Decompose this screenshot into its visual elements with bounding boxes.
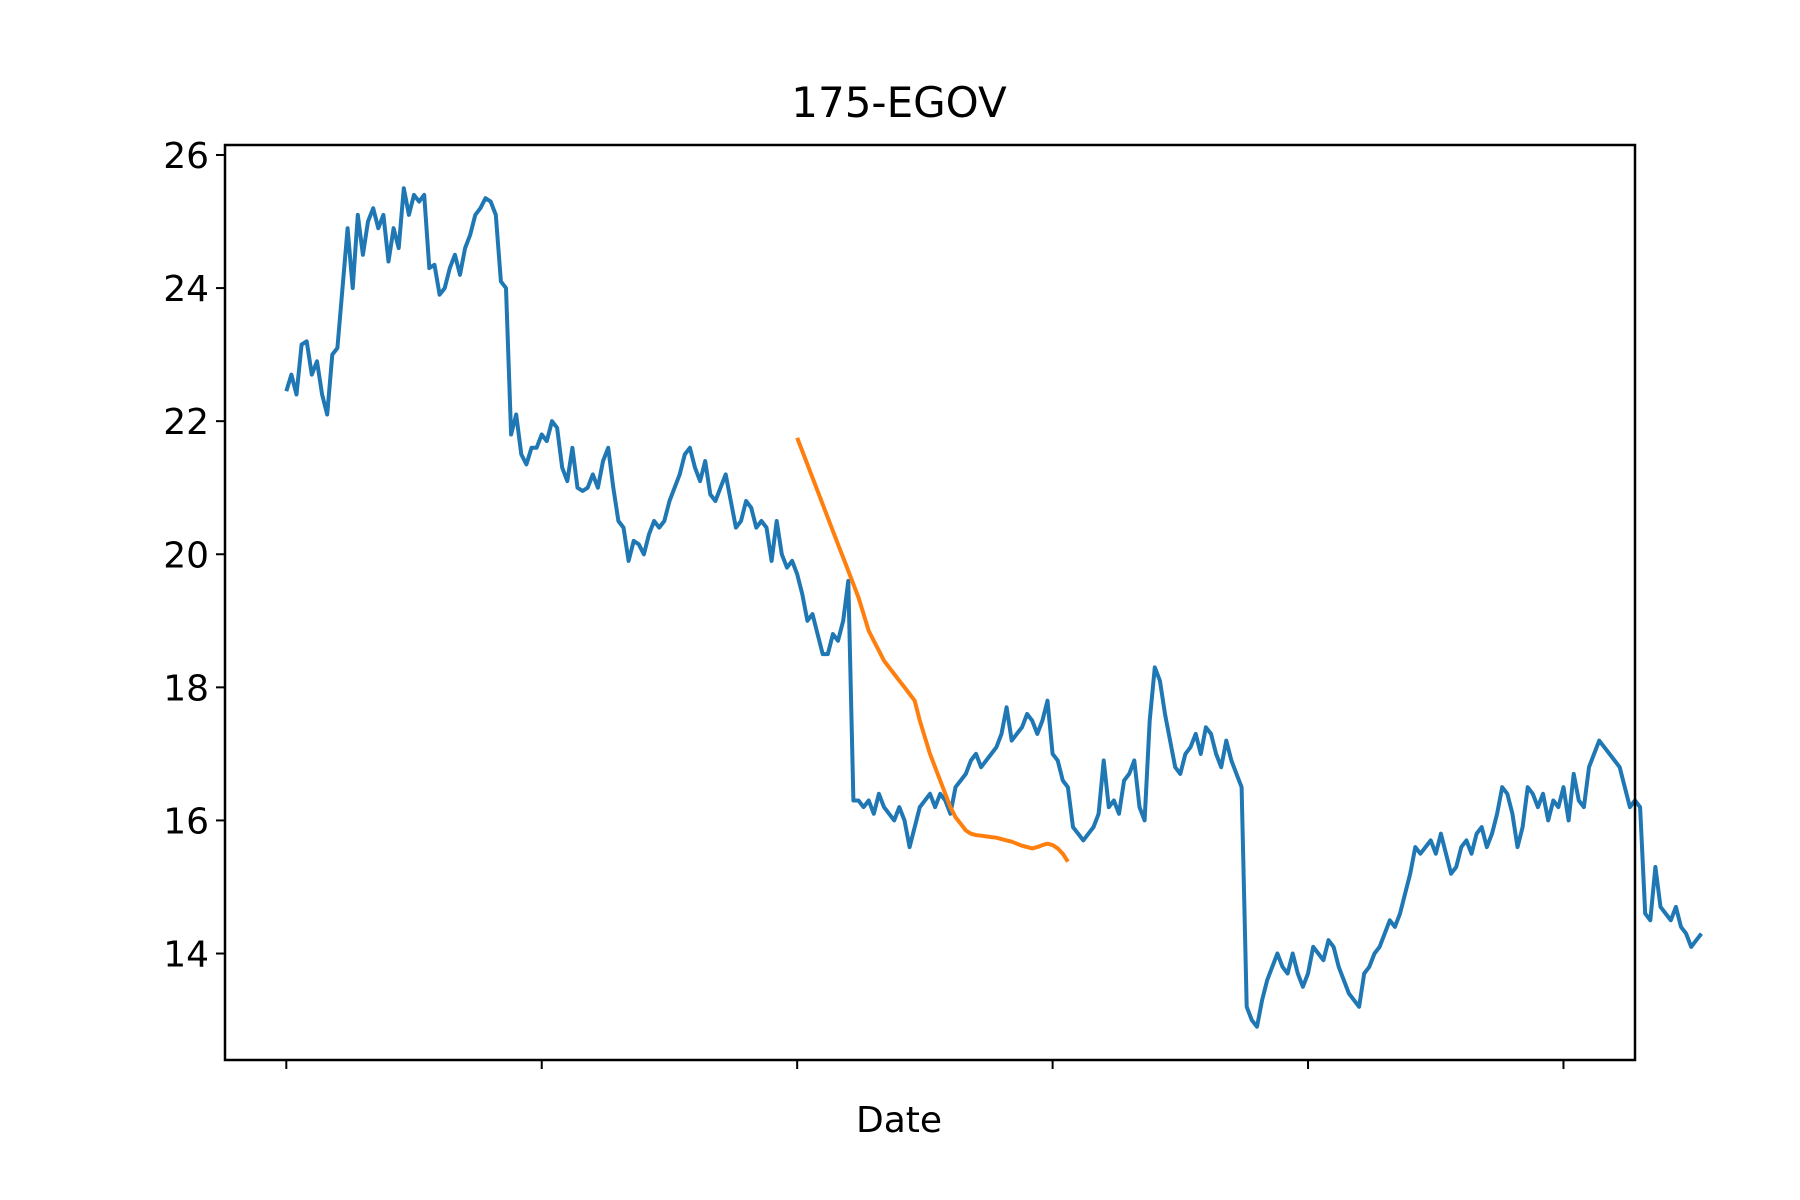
x-axis bbox=[285, 1060, 1565, 1069]
plot-area bbox=[284, 186, 1703, 1029]
x-axis-label: Date bbox=[856, 1100, 942, 1141]
y-tick-label: 20 bbox=[163, 535, 209, 576]
moving-average-series-line bbox=[795, 437, 1070, 863]
y-tick-label: 24 bbox=[163, 269, 209, 310]
y-tick-label: 22 bbox=[163, 402, 209, 443]
y-tick-label: 18 bbox=[163, 668, 209, 709]
y-tick-label: 16 bbox=[163, 801, 209, 842]
y-tick-label: 26 bbox=[163, 136, 209, 177]
plot-frame bbox=[223, 143, 1637, 1062]
y-tick-label: 14 bbox=[163, 935, 209, 976]
y-axis: 14 16 18 20 22 24 26 bbox=[163, 136, 225, 976]
price-series-line bbox=[284, 186, 1703, 1029]
chart-title: 175-EGOV bbox=[791, 78, 1007, 127]
